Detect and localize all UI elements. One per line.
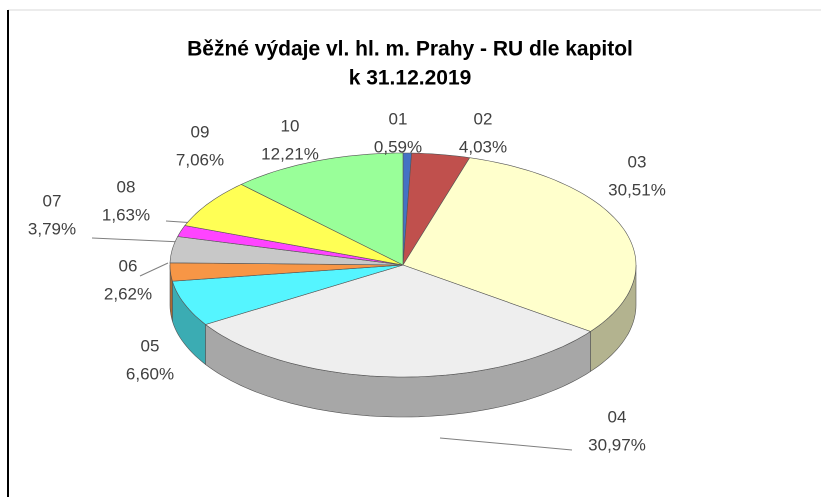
slice-category-label: 04: [608, 407, 627, 426]
slice: [184, 184, 404, 266]
slice: [402, 157, 637, 332]
chart-title: Běžné výdaje vl. hl. m. Prahy - RU dle k…: [187, 38, 633, 61]
slice-category-label: 10: [281, 116, 300, 135]
chart-title: k 31.12.2019: [349, 67, 472, 90]
slice-value-label: 6,60%: [126, 364, 174, 383]
slice-category-label: 03: [628, 152, 647, 171]
slice-value-label: 4,03%: [459, 137, 507, 156]
slice-category-label: 06: [119, 256, 138, 275]
leader-lines: [91, 157, 573, 451]
slice: [240, 152, 404, 266]
slice-category-label: 07: [43, 191, 62, 210]
pie-tops: [169, 152, 637, 378]
slice-value-label: 30,97%: [588, 435, 646, 454]
slice-value-label: 2,62%: [104, 284, 152, 303]
slice: [169, 262, 404, 282]
slice-value-label: 0,59%: [374, 137, 422, 156]
slice: [402, 152, 471, 266]
slice-category-label: 02: [474, 109, 493, 128]
slice-value-label: 1,63%: [102, 205, 150, 224]
slice-category-label: 09: [191, 122, 210, 141]
slice-value-label: 3,79%: [28, 219, 76, 238]
slice: [171, 264, 404, 325]
slice-category-label: 08: [117, 177, 136, 196]
slice-value-label: 7,06%: [176, 150, 224, 169]
slice-category-label: 01: [389, 109, 408, 128]
slice-category-label: 05: [141, 336, 160, 355]
slice: [204, 264, 592, 378]
slice-value-label: 30,51%: [608, 180, 666, 199]
slice-value-label: 12,21%: [261, 144, 319, 163]
